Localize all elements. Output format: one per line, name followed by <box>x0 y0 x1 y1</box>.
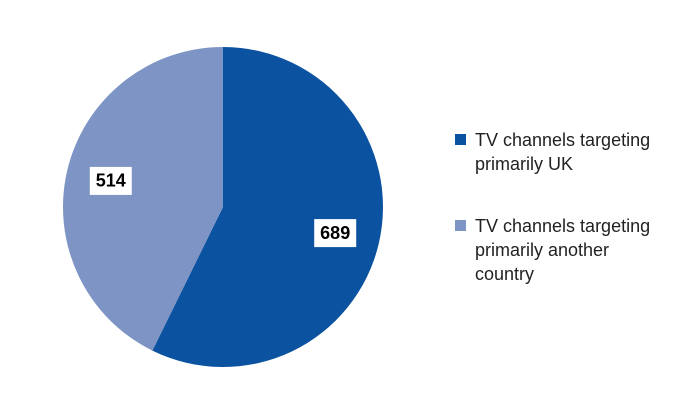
data-label: 514 <box>96 171 126 191</box>
data-label: 689 <box>320 223 350 243</box>
legend-item: TV channels targeting primarily another … <box>455 214 670 286</box>
data-label-box <box>89 166 132 195</box>
legend-label: TV channels targeting primarily another … <box>475 216 651 284</box>
legend-swatch <box>455 220 466 231</box>
legend-item: TV channels targeting primarily UK <box>455 128 670 176</box>
legend-swatch <box>455 134 466 145</box>
legend-label: TV channels targeting primarily UK <box>475 130 651 174</box>
data-label-box <box>314 219 357 248</box>
pie-slice <box>152 47 383 367</box>
pie-slice <box>62 47 223 351</box>
